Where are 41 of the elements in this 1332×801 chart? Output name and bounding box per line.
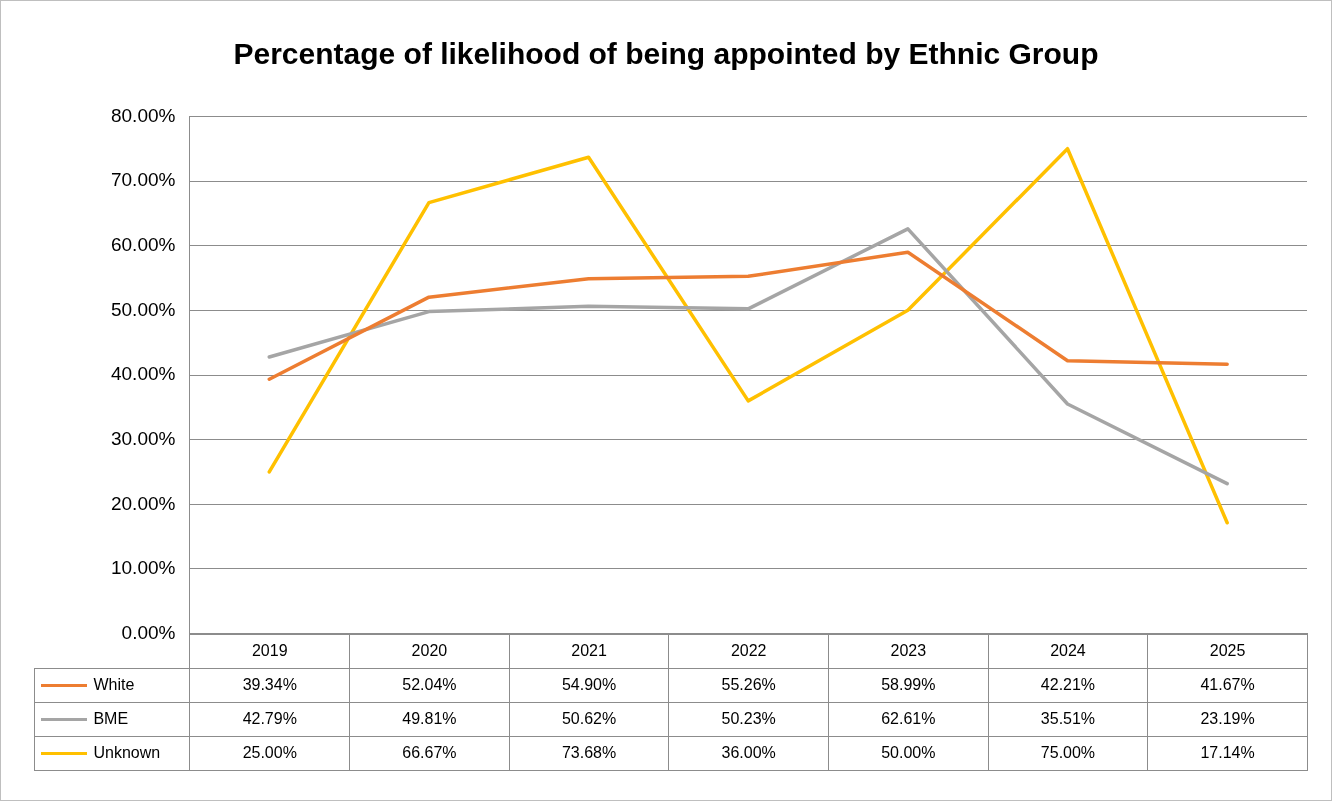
data-label: 50.00% <box>828 736 989 771</box>
data-label: 50.23% <box>668 702 829 737</box>
x-tick-label: 2020 <box>349 634 510 669</box>
x-tick-label: 2022 <box>668 634 829 669</box>
y-tick-label: 0.00% <box>121 621 176 643</box>
y-tick-label: 70.00% <box>110 169 176 191</box>
x-tick-label: 2019 <box>189 634 350 669</box>
data-label: 17.14% <box>1147 736 1308 771</box>
data-label: 73.68% <box>509 736 669 771</box>
y-tick-label: 80.00% <box>110 104 176 126</box>
data-label: 75.00% <box>988 736 1148 771</box>
data-label: 52.04% <box>349 668 510 703</box>
y-tick-label: 30.00% <box>110 427 176 449</box>
data-label: 35.51% <box>988 702 1148 737</box>
x-tick-label: 2023 <box>828 634 989 669</box>
x-tick-label: 2021 <box>509 634 669 669</box>
data-label: 42.79% <box>189 702 350 737</box>
legend-label: BME <box>93 710 129 728</box>
legend-label: Unknown <box>93 744 161 762</box>
data-label: 55.26% <box>668 668 829 703</box>
y-tick-label: 20.00% <box>110 492 176 514</box>
data-label: 41.67% <box>1147 668 1308 703</box>
chart-title: Percentage of likelihood of being appointed by Ethnic Group <box>232 37 1100 71</box>
data-label: 42.21% <box>988 668 1148 703</box>
data-label: 49.81% <box>349 702 510 737</box>
data-label: 66.67% <box>349 736 510 771</box>
data-label: 39.34% <box>189 668 350 703</box>
x-tick-label: 2024 <box>988 634 1148 669</box>
y-tick-label: 10.00% <box>110 557 176 579</box>
data-label: 50.62% <box>509 702 669 737</box>
legend-label: White <box>93 676 135 694</box>
data-label: 36.00% <box>668 736 829 771</box>
y-tick-label: 50.00% <box>110 298 176 320</box>
data-label: 58.99% <box>828 668 989 703</box>
data-label: 54.90% <box>509 668 669 703</box>
y-tick-label: 60.00% <box>110 233 176 255</box>
x-tick-label: 2025 <box>1147 634 1308 669</box>
data-label: 23.19% <box>1147 702 1308 737</box>
y-tick-label: 40.00% <box>110 363 176 385</box>
data-label: 62.61% <box>828 702 989 737</box>
data-label: 25.00% <box>189 736 350 771</box>
